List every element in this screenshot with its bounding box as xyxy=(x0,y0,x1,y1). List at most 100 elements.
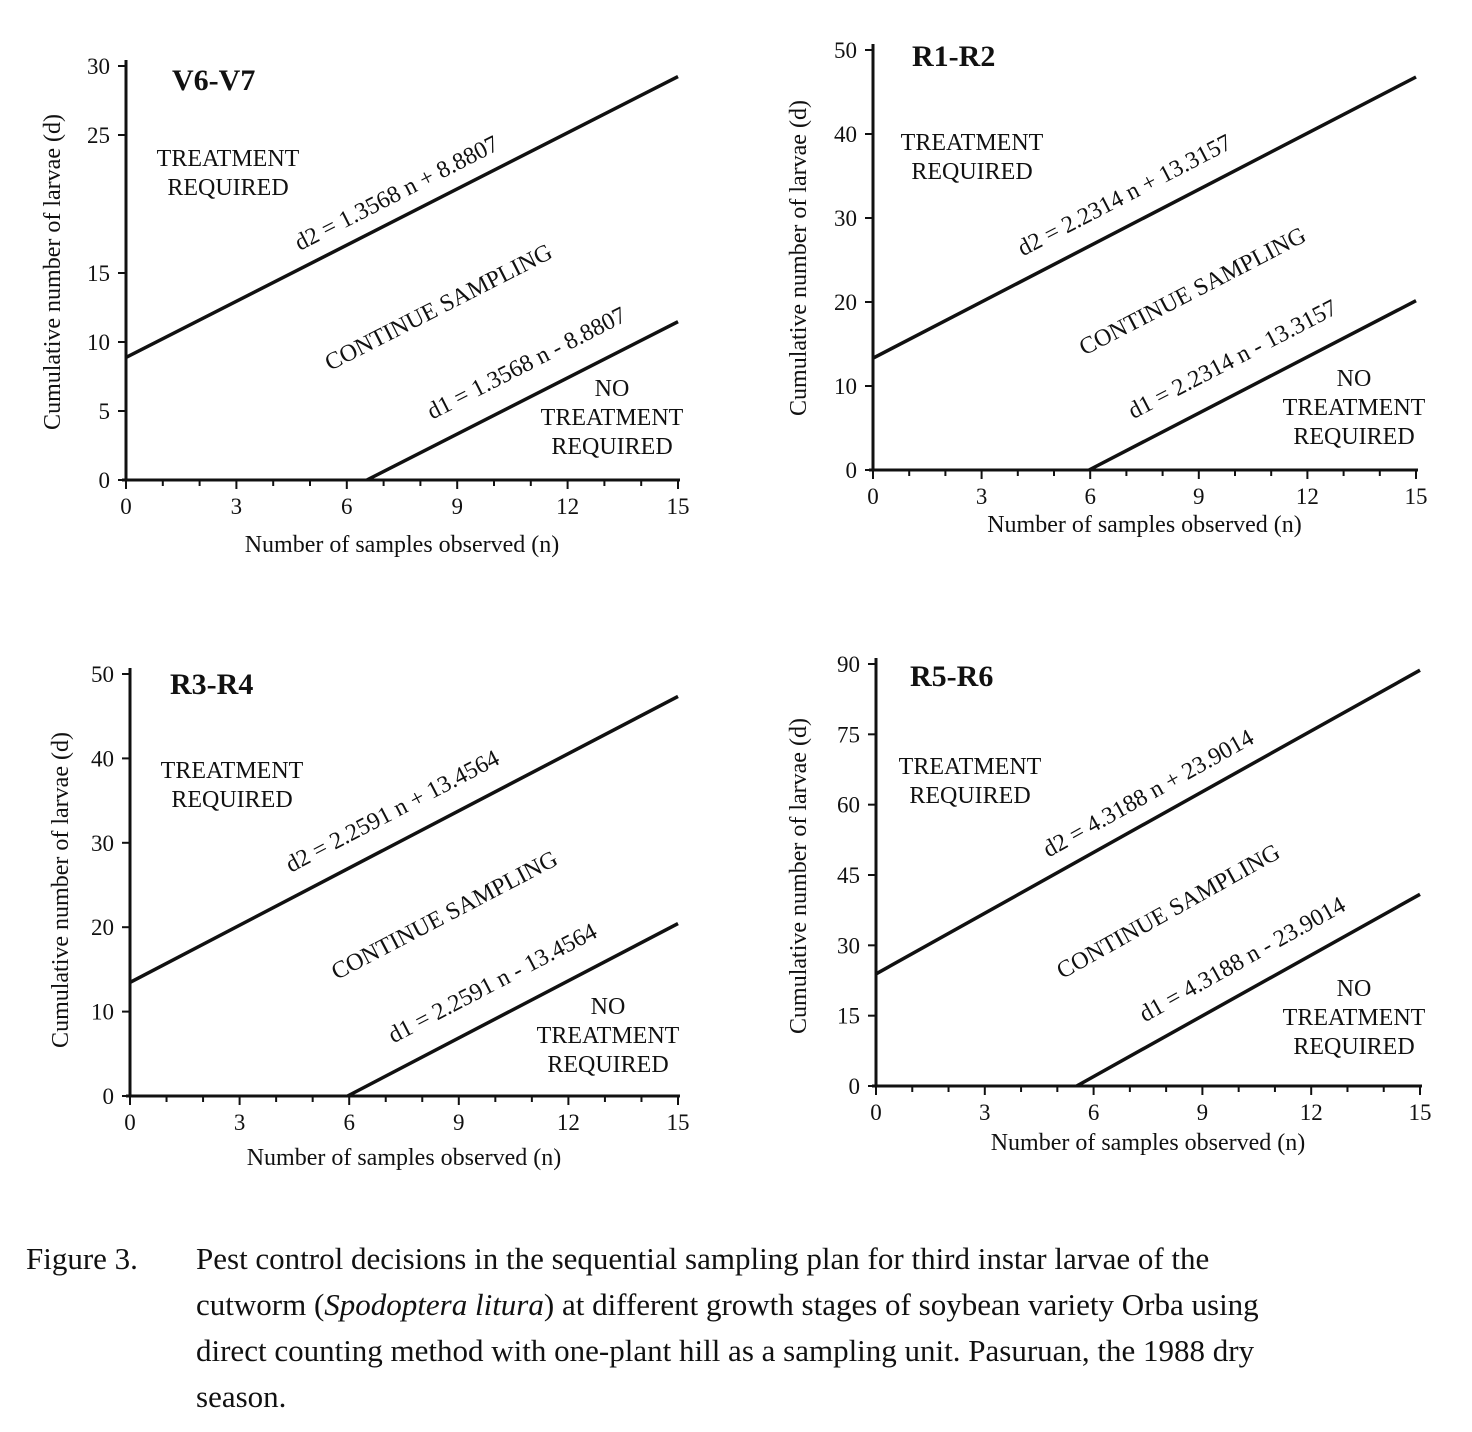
y-tick-label: 0 xyxy=(99,468,111,493)
x-tick-label: 12 xyxy=(556,494,579,519)
d1-lower-line xyxy=(346,922,679,1098)
no-treatment-required-label: NO xyxy=(591,994,626,1020)
d1-lower-line xyxy=(1075,892,1421,1088)
no-treatment-required-label: REQUIRED xyxy=(1293,424,1414,450)
chart-title: R1-R2 xyxy=(912,40,995,73)
y-tick-label: 15 xyxy=(837,1004,860,1029)
x-tick-label: 0 xyxy=(867,484,879,509)
x-tick-label: 12 xyxy=(557,1110,580,1135)
d1-lower-line xyxy=(1088,299,1417,472)
caption-text: ) at different growth stages of soybean … xyxy=(543,1287,1259,1322)
y-tick-label: 50 xyxy=(91,662,114,687)
caption-line: cutworm (Spodoptera litura) at different… xyxy=(196,1282,1426,1328)
y-tick-label: 30 xyxy=(91,831,114,856)
d2-equation-label: d2 = 2.2314 n + 13.3157 xyxy=(1014,130,1236,262)
treatment-required-label: REQUIRED xyxy=(167,175,288,201)
d1-lower-line xyxy=(366,320,679,482)
treatment-required-label: REQUIRED xyxy=(911,159,1032,185)
d2-upper-line xyxy=(872,75,1417,360)
no-treatment-required-label: NO xyxy=(595,376,630,402)
no-treatment-required-label: REQUIRED xyxy=(551,434,672,460)
no-treatment-required-label: REQUIRED xyxy=(547,1052,668,1078)
d2-upper-line xyxy=(125,75,679,360)
y-tick-label: 15 xyxy=(87,261,110,286)
no-treatment-required-label: REQUIRED xyxy=(1293,1034,1414,1060)
x-axis-label: Number of samples observed (n) xyxy=(991,1130,1306,1156)
y-tick-label: 20 xyxy=(91,915,114,940)
caption-text: Pest control decisions in the sequential… xyxy=(196,1241,1210,1276)
d2-upper-line xyxy=(875,668,1421,976)
caption-body: Pest control decisions in the sequential… xyxy=(196,1236,1426,1420)
d2-equation-label: d2 = 1.3568 n + 8.8807 xyxy=(291,131,503,256)
d2-equation-label: d2 = 4.3188 n + 23.9014 xyxy=(1039,725,1259,863)
caption-text: cutworm ( xyxy=(196,1287,325,1322)
x-tick-label: 12 xyxy=(1296,484,1319,509)
y-tick-label: 10 xyxy=(91,1000,114,1025)
treatment-required-label: REQUIRED xyxy=(171,787,292,813)
y-tick-label: 0 xyxy=(846,458,858,483)
y-tick-label: 30 xyxy=(834,206,857,231)
y-tick-label: 0 xyxy=(849,1074,861,1099)
treatment-required-label: TREATMENT xyxy=(899,754,1042,780)
caption-line: direct counting method with one-plant hi… xyxy=(196,1328,1426,1374)
x-tick-label: 9 xyxy=(1197,1100,1209,1125)
x-tick-label: 0 xyxy=(124,1110,136,1135)
y-tick-label: 40 xyxy=(91,746,114,771)
caption-text: season. xyxy=(196,1379,287,1414)
no-treatment-required-label: TREATMENT xyxy=(537,1023,680,1049)
y-tick-label: 50 xyxy=(834,38,857,63)
x-axis-label: Number of samples observed (n) xyxy=(987,512,1302,538)
y-tick-label: 25 xyxy=(87,123,110,148)
x-tick-label: 6 xyxy=(341,494,353,519)
treatment-required-label: TREATMENT xyxy=(157,146,300,172)
x-tick-label: 6 xyxy=(1084,484,1096,509)
treatment-required-label: TREATMENT xyxy=(161,758,304,784)
chart-title: R3-R4 xyxy=(170,668,253,701)
y-axis-label: Cumulative number of larvae (d) xyxy=(786,100,812,416)
x-tick-label: 9 xyxy=(451,494,463,519)
caption-line: season. xyxy=(196,1374,1426,1420)
x-tick-label: 0 xyxy=(870,1100,882,1125)
chart-title: R5-R6 xyxy=(910,660,993,693)
x-tick-label: 3 xyxy=(979,1100,991,1125)
no-treatment-required-label: TREATMENT xyxy=(1283,1005,1426,1031)
y-tick-label: 5 xyxy=(99,399,111,424)
x-tick-label: 6 xyxy=(343,1110,355,1135)
y-tick-label: 90 xyxy=(837,652,860,677)
x-tick-label: 6 xyxy=(1088,1100,1100,1125)
d2-equation-label: d2 = 2.2591 n + 13.4564 xyxy=(282,745,504,878)
x-tick-label: 9 xyxy=(1193,484,1205,509)
x-tick-label: 0 xyxy=(120,494,132,519)
d2-upper-line xyxy=(129,694,679,984)
x-axis-label: Number of samples observed (n) xyxy=(245,532,560,558)
figure-label: Figure 3. xyxy=(26,1241,138,1276)
species-name: Spodoptera litura xyxy=(324,1287,544,1322)
x-tick-label: 15 xyxy=(1405,484,1428,509)
x-tick-label: 15 xyxy=(667,494,690,519)
treatment-required-label: REQUIRED xyxy=(909,783,1030,809)
caption-line: Pest control decisions in the sequential… xyxy=(196,1236,1426,1282)
no-treatment-required-label: TREATMENT xyxy=(541,405,684,431)
no-treatment-required-label: NO xyxy=(1337,976,1372,1002)
y-tick-label: 30 xyxy=(837,933,860,958)
y-tick-label: 30 xyxy=(87,54,110,79)
no-treatment-required-label: TREATMENT xyxy=(1283,395,1426,421)
y-tick-label: 60 xyxy=(837,793,860,818)
caption-text: direct counting method with one-plant hi… xyxy=(196,1333,1255,1368)
y-tick-label: 10 xyxy=(87,330,110,355)
y-tick-label: 0 xyxy=(103,1084,115,1109)
x-axis-label: Number of samples observed (n) xyxy=(247,1145,562,1171)
x-tick-label: 15 xyxy=(1409,1100,1432,1125)
y-axis-label: Cumulative number of larvae (d) xyxy=(48,732,74,1048)
treatment-required-label: TREATMENT xyxy=(901,130,1044,156)
y-tick-label: 40 xyxy=(834,122,857,147)
x-tick-label: 3 xyxy=(976,484,988,509)
x-tick-label: 9 xyxy=(453,1110,465,1135)
chart-title: V6-V7 xyxy=(172,64,255,97)
x-tick-label: 12 xyxy=(1300,1100,1323,1125)
y-tick-label: 45 xyxy=(837,863,860,888)
x-tick-label: 3 xyxy=(234,1110,246,1135)
y-tick-label: 20 xyxy=(834,290,857,315)
y-tick-label: 10 xyxy=(834,374,857,399)
